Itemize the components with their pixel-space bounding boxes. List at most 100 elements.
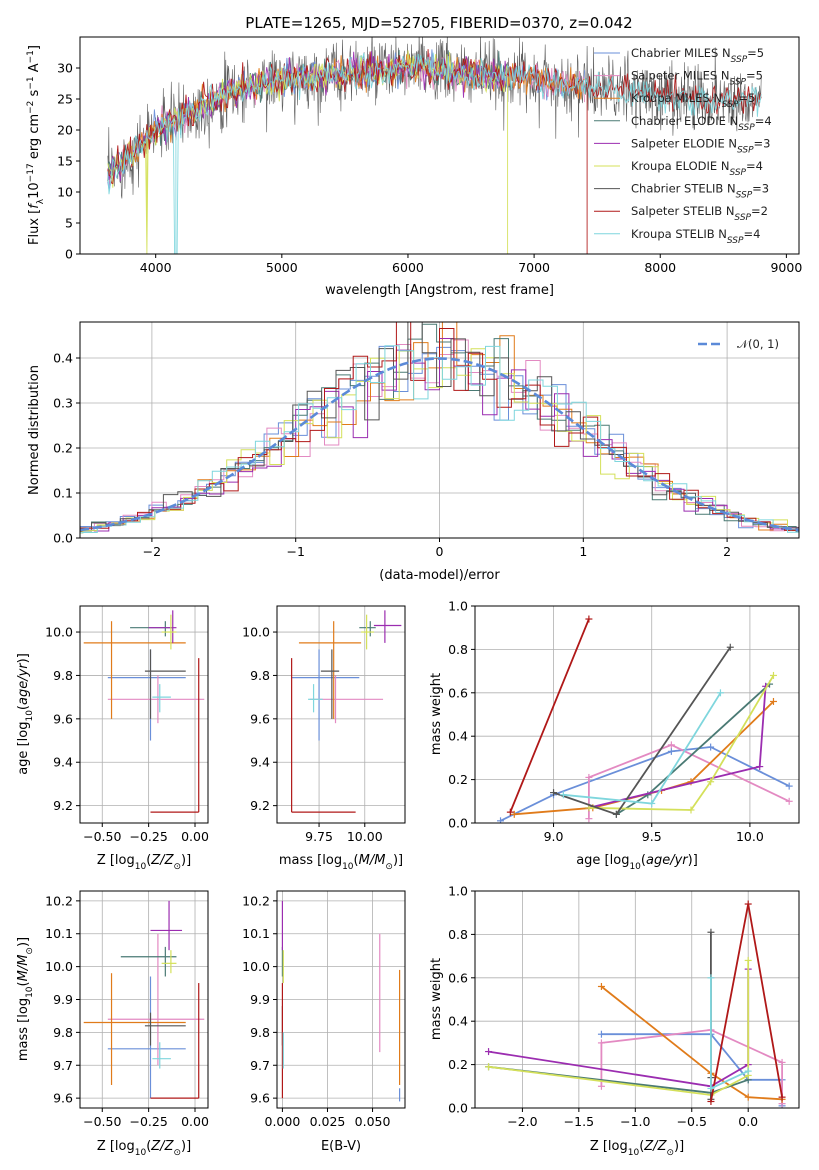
series-chabrier-stelib	[550, 643, 734, 818]
panel-mass-vs-EBV: 0.000 0.025 0.050 9.6 9.7 9.8 9.9 10.0 10.1 10.2 E…	[242, 890, 406, 1154]
x-axis-label: Z [log10(Z/Z⊙)]	[97, 853, 191, 872]
chart-root: 4000 5000 6000 7000 8000 9000051015202530wave…	[16, 36, 802, 1158]
errorbar-point-salpeter-elodie	[150, 900, 183, 951]
histogram-kroupa-stelib	[80, 345, 799, 534]
y-tick-label: 9.6	[250, 711, 270, 726]
y-axis-label: Flux [fλ10−17 erg cm−2 s−1 A−1]	[26, 45, 46, 245]
x-tick-label: 9.5	[642, 829, 662, 844]
series-salpeter-stelib	[506, 615, 593, 816]
errorbar-point-kroupa-miles	[83, 973, 186, 1085]
series-kroupa-stelib	[559, 689, 724, 807]
x-tick-label: 0	[436, 544, 444, 559]
y-axis-label: mass [log10(M/M⊙)]	[16, 937, 35, 1061]
errorbar-point-chabrier-stelib	[144, 649, 186, 719]
x-tick-label: 9000	[770, 260, 802, 275]
y-tick-label: 25	[57, 92, 73, 107]
x-tick-label: 0.0	[738, 1114, 758, 1129]
y-tick-label: 0.0	[448, 1101, 468, 1116]
y-tick-label: 0.1	[53, 486, 73, 501]
x-tick-label: 0.000	[265, 1114, 301, 1129]
y-tick-label: 10.0	[242, 625, 270, 640]
y-tick-label: 30	[57, 61, 73, 76]
y-tick-label: 10.1	[242, 926, 270, 941]
legend-label: Kroupa MILES NSSP=5	[631, 91, 755, 110]
x-axis-label: mass [log10(M/M⊙)]	[279, 853, 403, 872]
errorbar-point-kroupa-elodie	[361, 614, 374, 650]
legend-label: Salpeter STELIB NSSP=2	[631, 204, 768, 223]
plot-area-age-vs-mass	[291, 610, 402, 813]
x-tick-label: −0.25	[129, 829, 167, 844]
series-line	[509, 618, 590, 813]
errorbar-point-kroupa-miles	[83, 621, 186, 719]
y-tick-label: 5	[65, 216, 73, 231]
panel-residuals: −2 −1 0 1 2 0.0 0.1 0.2 0.3 0.4 (data-model)/error…	[27, 321, 800, 583]
plot-area-weight-vs-age	[497, 615, 793, 823]
x-tick-label: −0.50	[83, 829, 121, 844]
y-tick-label: 9.7	[53, 1058, 73, 1073]
x-axis-label: Z [log10(Z/Z⊙)]	[97, 1139, 191, 1158]
y-tick-label: 20	[57, 123, 73, 138]
y-axis-label: age [log10(age/yr)]	[16, 653, 35, 775]
y-tick-label: 0.6	[448, 685, 468, 700]
y-tick-label: 10.1	[45, 926, 73, 941]
y-tick-label: 1.0	[448, 884, 468, 899]
errorbar-point-kroupa-elodie	[161, 614, 177, 650]
x-tick-label: 8000	[644, 260, 676, 275]
x-tick-label: 7000	[518, 260, 550, 275]
y-axis-label: mass weight	[429, 958, 444, 1040]
y-tick-label: 10.0	[242, 959, 270, 974]
errorbar-point-kroupa-stelib	[152, 1042, 171, 1069]
y-tick-label: 0.4	[448, 729, 468, 744]
y-axis-label: Normed distribution	[27, 365, 42, 495]
errorbar-point-kroupa-stelib	[308, 684, 323, 713]
y-tick-label: 9.6	[53, 711, 73, 726]
errorbar-point-salpeter-miles	[107, 675, 205, 724]
axes-frame	[79, 605, 209, 824]
y-tick-label: 0.8	[448, 927, 468, 942]
x-tick-label: 1	[579, 544, 587, 559]
legend-label: Kroupa ELODIE NSSP=4	[631, 159, 763, 178]
x-tick-label: 0.00	[181, 829, 209, 844]
x-tick-label: 10.00	[347, 829, 383, 844]
errorbar-point-salpeter-stelib	[150, 658, 200, 813]
y-tick-label: 9.8	[250, 668, 270, 683]
panel-weight-vs-age: 9.0 9.5 10.0 0.0 0.2 0.4 0.6 0.8 1.0 age [log10(a…	[429, 599, 800, 872]
x-tick-label: −1	[286, 544, 304, 559]
x-tick-label: 10.0	[736, 829, 764, 844]
x-tick-label: 9.0	[544, 829, 564, 844]
plot-area-spectrum	[107, 37, 762, 254]
x-tick-label: 2	[723, 544, 731, 559]
y-tick-label: 9.4	[53, 755, 73, 770]
errorbar-point-salpeter-elodie	[373, 610, 402, 643]
plot-area-residuals	[80, 322, 799, 534]
y-tick-label: 0.2	[53, 441, 73, 456]
errorbar-point-chabrier-elodie	[359, 621, 376, 637]
y-tick-label: 9.2	[53, 798, 73, 813]
normal-curve	[80, 357, 799, 532]
x-tick-label: 0.00	[181, 1114, 209, 1129]
errorbar-point-kroupa-elodie	[161, 950, 177, 974]
errorbar-point-chabrier-elodie	[120, 946, 177, 977]
legend-label: Chabrier MILES NSSP=5	[631, 46, 764, 65]
y-tick-label: 9.8	[53, 1025, 73, 1040]
panel-mass-vs-Z: −0.50 −0.25 0.00 9.6 9.7 9.8 9.9 10.0 10.1 10.2 Z …	[16, 890, 209, 1158]
errorbar-point-salpeter-miles	[107, 933, 205, 1066]
figure-title: PLATE=1265, MJD=52705, FIBERID=0370, z=0…	[245, 14, 632, 32]
y-tick-label: 9.6	[250, 1091, 270, 1106]
errorbar-point-salpeter-elodie	[148, 610, 177, 643]
y-tick-label: 10.2	[45, 893, 73, 908]
y-tick-label: 10	[57, 185, 73, 200]
series-line	[488, 960, 750, 1096]
y-tick-label: 0.2	[448, 1057, 468, 1072]
plot-area-mass-vs-Z	[83, 900, 205, 1099]
y-tick-label: 0.4	[53, 351, 73, 366]
y-tick-label: 10.0	[45, 959, 73, 974]
errorbar-point-salpeter-stelib	[291, 658, 356, 813]
x-axis-label: Z [log10(Z/Z⊙)]	[590, 1139, 684, 1158]
y-tick-label: 0.3	[53, 396, 73, 411]
legend-label: Salpeter MILES NSSP=5	[631, 69, 763, 88]
x-tick-label: −0.25	[129, 1114, 167, 1129]
x-axis-label: wavelength [Angstrom, rest frame]	[325, 283, 554, 298]
x-tick-label: 6000	[392, 260, 424, 275]
